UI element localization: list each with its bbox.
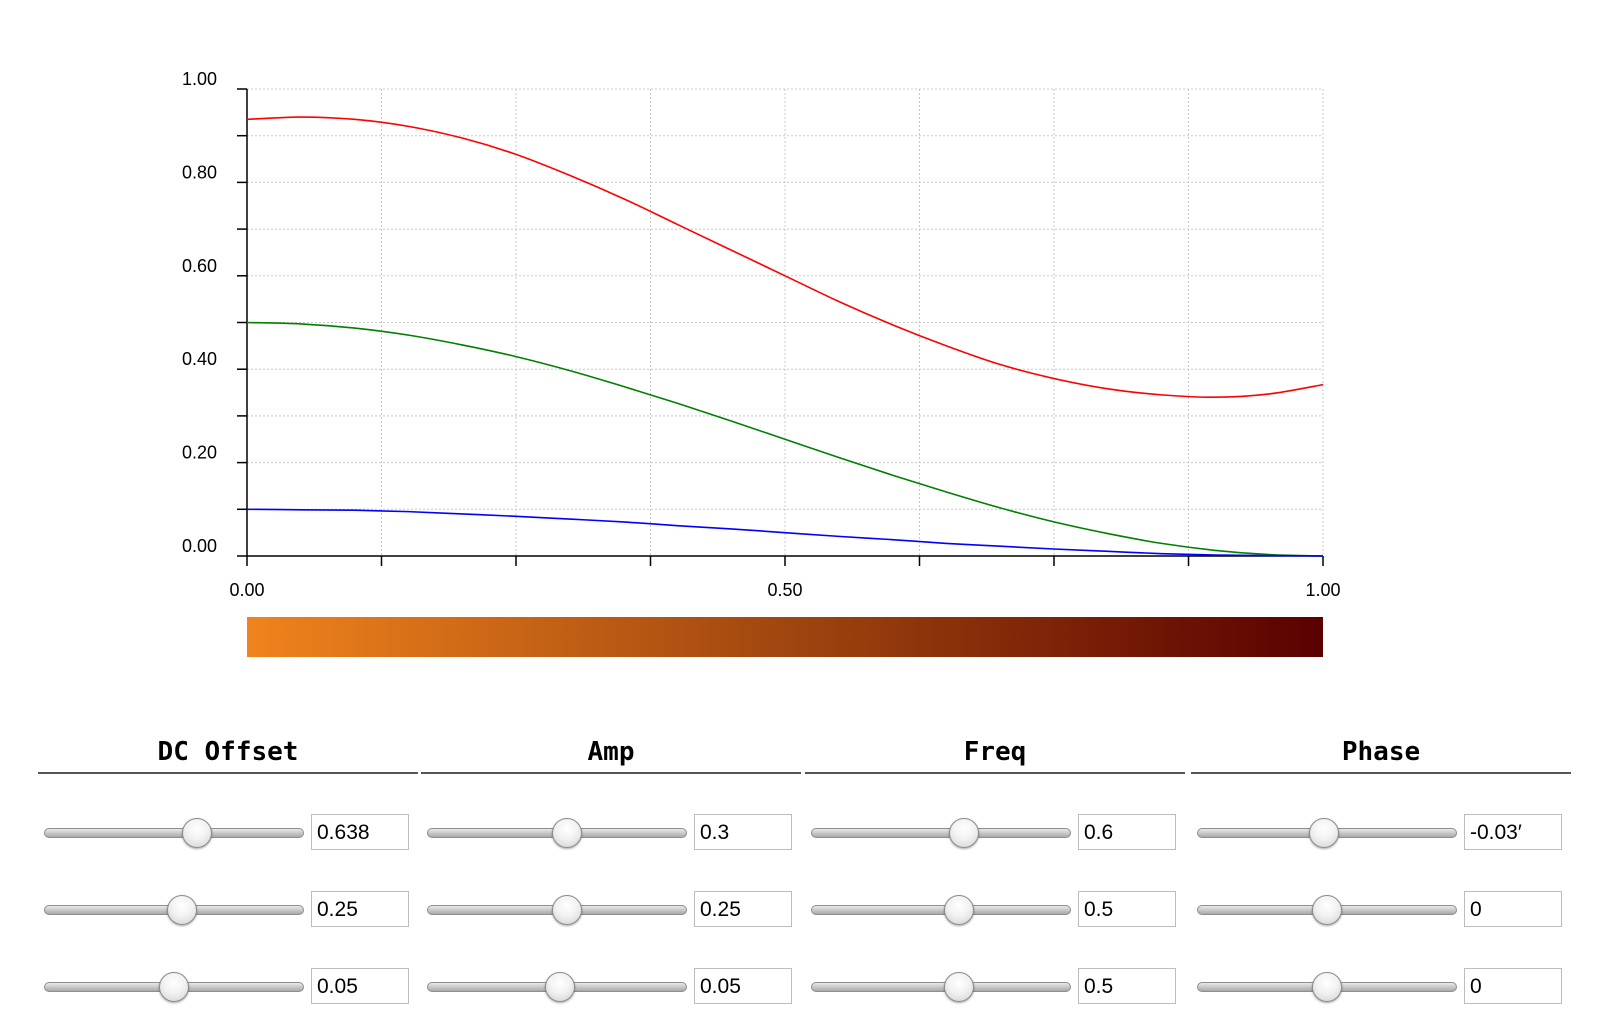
x-tick-label: 1.00 [1305,580,1340,600]
value-input[interactable]: 0.5 [1078,891,1176,927]
grid [247,88,1324,556]
series-line-3 [246,508,1324,557]
series-line-1 [246,116,1324,399]
y-tick-label: 0.20 [182,443,217,463]
value-input[interactable]: 0 [1464,891,1562,927]
slider-track[interactable] [811,982,1071,992]
value-input[interactable]: 0.25 [694,891,792,927]
tick-labels: 0.00 0.20 0.40 0.60 0.80 1.00 0.00 0.50 1.00 [182,69,1341,600]
value-input[interactable]: 0.5 [1078,968,1176,1004]
slider-track[interactable] [44,828,304,838]
slider-row: 0.25 [421,891,801,931]
series-line-2 [246,321,1324,557]
y-tick-label: 0.00 [182,536,217,556]
slider-thumb[interactable] [1312,972,1342,1002]
control-group-title: Freq [805,722,1185,774]
slider-thumb[interactable] [552,895,583,925]
slider-thumb[interactable] [544,972,575,1002]
slider-track[interactable] [811,905,1071,915]
slider-row: 0.638 [38,814,418,854]
y-tick-label: 0.80 [182,162,217,182]
x-tick-label: 0.50 [767,580,802,600]
slider-row: 0.6 [805,814,1185,854]
control-group-title: DC Offset [38,722,418,774]
slider-row: 0.05 [38,968,418,1008]
control-group-freq: Freq 0.6 0.5 0.5 [805,722,1185,1022]
value-input[interactable]: 0.25 [311,891,409,927]
slider-row: 0.3 [421,814,801,854]
slider-row: 0.5 [805,891,1185,931]
x-tick-label: 0.00 [229,580,264,600]
value-input[interactable]: 0.638 [311,814,409,850]
y-tick-label: 0.60 [182,256,217,276]
value-input[interactable]: 0.3 [694,814,792,850]
slider-thumb[interactable] [944,972,975,1002]
value-input[interactable]: 0 [1464,968,1562,1004]
slider-row: 0 [1191,891,1571,931]
axes [237,88,1324,566]
slider-thumb[interactable] [1309,818,1340,848]
y-tick-label: 1.00 [182,69,217,89]
slider-row: 0.25 [38,891,418,931]
value-input[interactable]: -0.03′ [1464,814,1562,850]
control-group-amp: Amp 0.3 0.25 0.05 [421,722,801,1022]
series-lines [246,116,1324,557]
control-group-phase: Phase -0.03′ 0 0 [1191,722,1571,1022]
slider-thumb[interactable] [944,895,975,925]
slider-thumb[interactable] [552,818,583,848]
value-input[interactable]: 0.05 [694,968,792,1004]
control-group-dc-offset: DC Offset 0.638 0.25 0.05 [38,722,418,1022]
control-group-title: Phase [1191,722,1571,774]
value-input[interactable]: 0.05 [311,968,409,1004]
slider-thumb[interactable] [1312,895,1342,925]
slider-row: 0.05 [421,968,801,1008]
slider-row: 0.5 [805,968,1185,1008]
slider-track[interactable] [811,828,1071,838]
control-panel: DC Offset 0.638 0.25 0.05 Amp 0.3 0.25 0.05 Freq… [38,722,1574,1022]
slider-thumb[interactable] [166,895,197,925]
slider-thumb[interactable] [949,818,980,848]
color-gradient-bar [247,617,1323,657]
slider-thumb[interactable] [182,818,213,848]
slider-thumb[interactable] [159,972,189,1002]
control-group-title: Amp [421,722,801,774]
slider-row: 0 [1191,968,1571,1008]
slider-row: -0.03′ [1191,814,1571,854]
line-chart: 0.00 0.20 0.40 0.60 0.80 1.00 0.00 0.50 1.00 [182,69,1341,600]
value-input[interactable]: 0.6 [1078,814,1176,850]
y-tick-label: 0.40 [182,349,217,369]
